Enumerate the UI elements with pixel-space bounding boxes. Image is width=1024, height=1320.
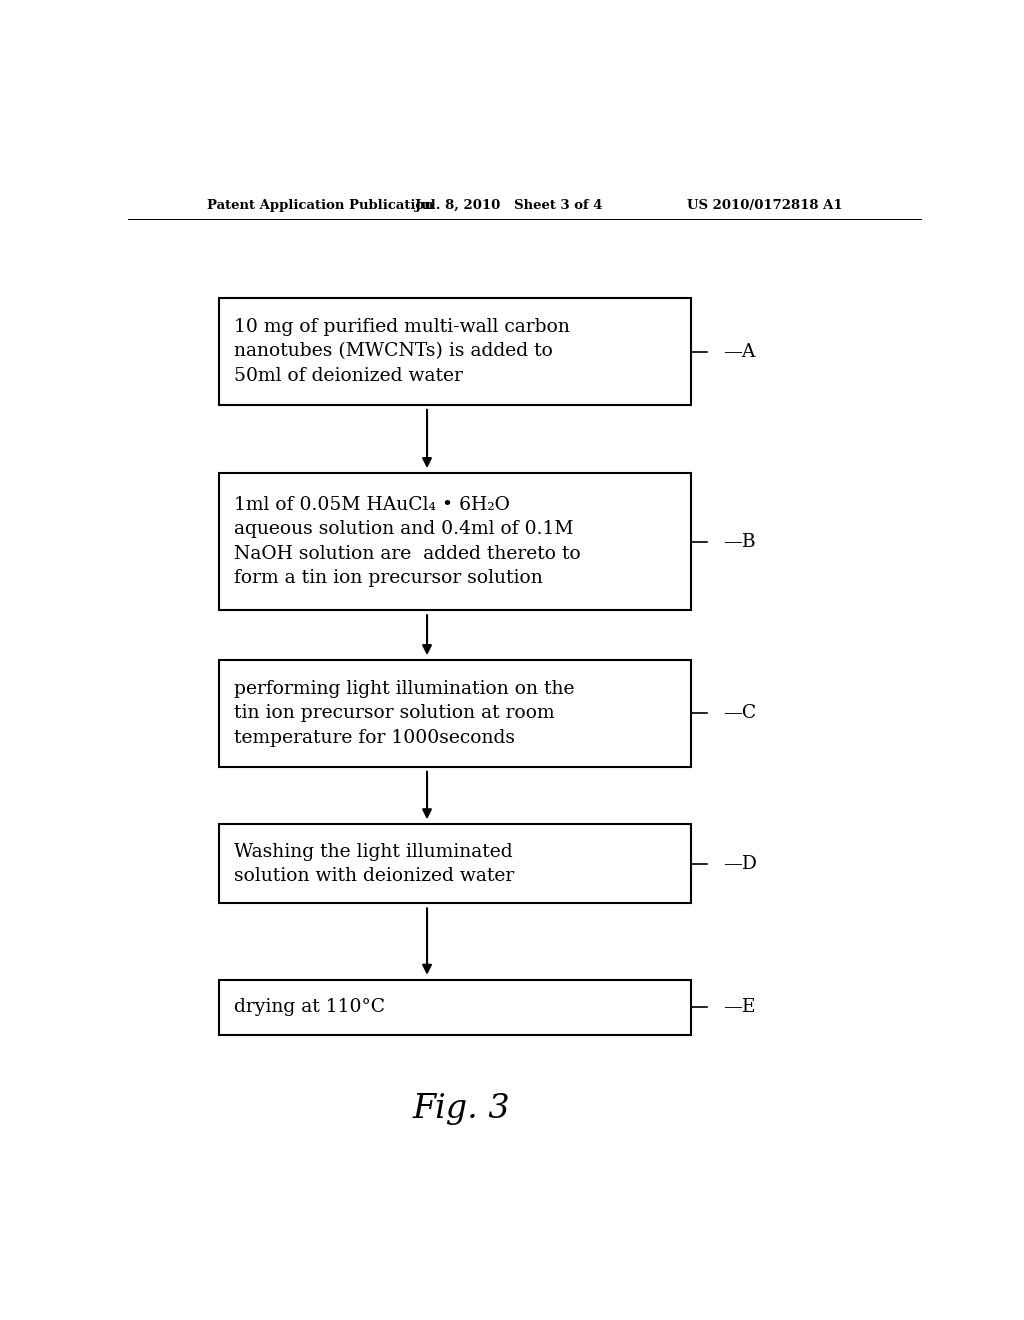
Text: 1ml of 0.05M HAuCl₄ • 6H₂O
aqueous solution and 0.4ml of 0.1M
NaOH solution are : 1ml of 0.05M HAuCl₄ • 6H₂O aqueous solut… bbox=[233, 496, 581, 587]
Text: Fig. 3: Fig. 3 bbox=[413, 1093, 510, 1125]
Bar bbox=[219, 660, 691, 767]
Text: Washing the light illuminated
solution with deionized water: Washing the light illuminated solution w… bbox=[233, 842, 514, 884]
Text: drying at 110°C: drying at 110°C bbox=[233, 998, 385, 1016]
Text: US 2010/0172818 A1: US 2010/0172818 A1 bbox=[687, 198, 842, 211]
Text: —E: —E bbox=[723, 998, 756, 1016]
Text: performing light illumination on the
tin ion precursor solution at room
temperat: performing light illumination on the tin… bbox=[233, 680, 574, 747]
Text: —B: —B bbox=[723, 532, 756, 550]
Text: 10 mg of purified multi-wall carbon
nanotubes (MWCNTs) is added to
50ml of deion: 10 mg of purified multi-wall carbon nano… bbox=[233, 318, 569, 385]
Text: Patent Application Publication: Patent Application Publication bbox=[207, 198, 434, 211]
Text: Jul. 8, 2010   Sheet 3 of 4: Jul. 8, 2010 Sheet 3 of 4 bbox=[415, 198, 603, 211]
Bar bbox=[219, 298, 691, 405]
Text: —A: —A bbox=[723, 342, 756, 360]
Bar bbox=[219, 979, 691, 1035]
Text: —C: —C bbox=[723, 705, 757, 722]
Bar bbox=[219, 824, 691, 903]
Text: —D: —D bbox=[723, 855, 757, 873]
Bar bbox=[219, 473, 691, 610]
